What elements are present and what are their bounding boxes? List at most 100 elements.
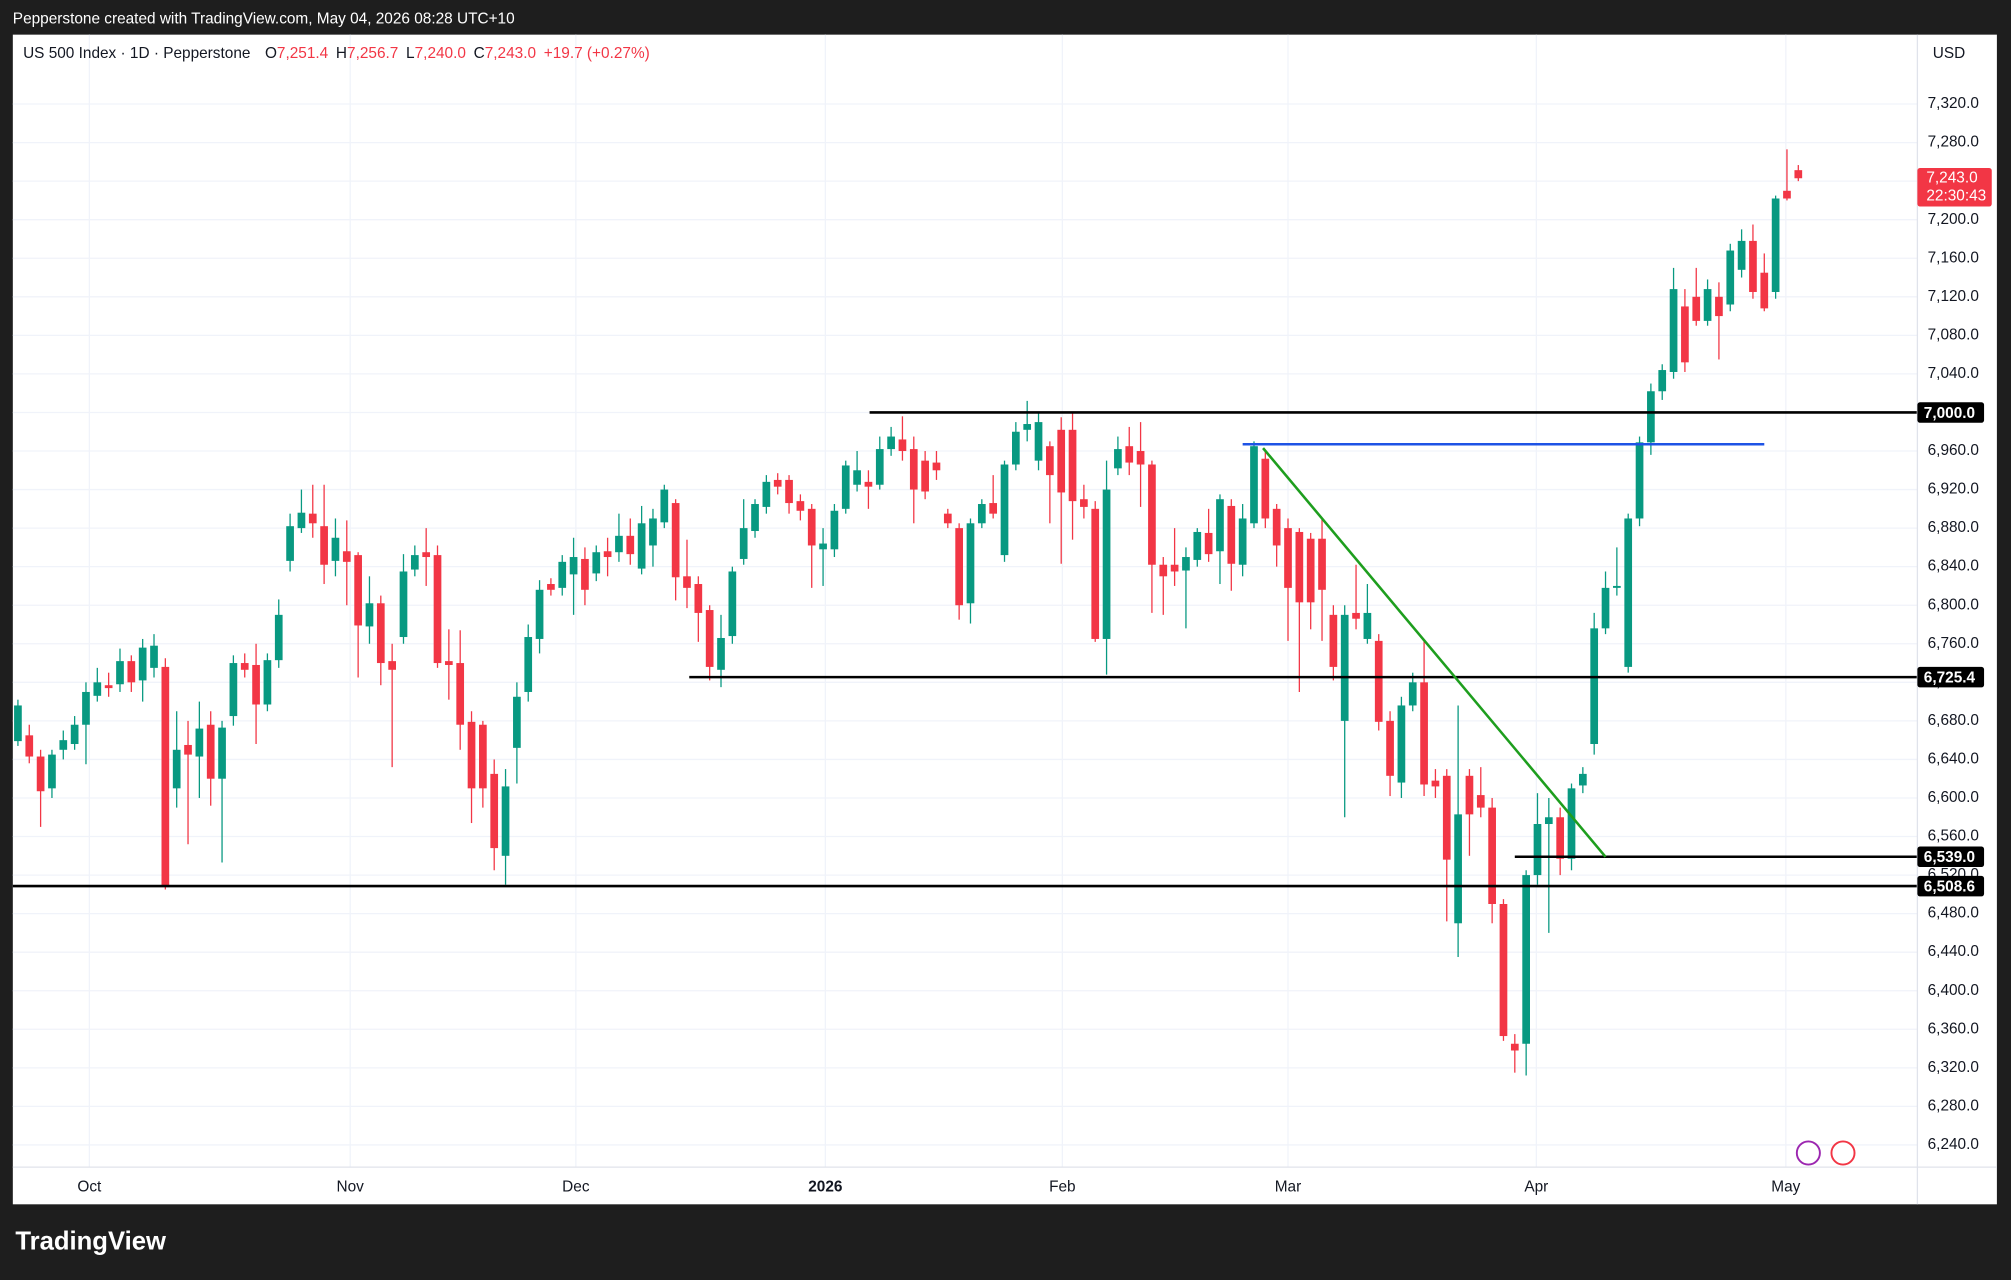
candle-body [615, 535, 623, 553]
candle-body [1284, 528, 1292, 588]
candle-body [1556, 817, 1565, 859]
candle-body [592, 552, 601, 574]
candle-body [1102, 489, 1111, 639]
y-tick-label: 7,320.0 [1928, 95, 1979, 112]
y-tick-label: 6,400.0 [1928, 982, 1979, 999]
candle-body [1658, 370, 1667, 392]
candle-body [1431, 780, 1440, 787]
candle-body [1760, 272, 1769, 309]
candle-body [286, 526, 294, 561]
candle-body [603, 551, 612, 558]
candle-body [1613, 585, 1621, 588]
candle-body [524, 637, 533, 692]
candle-body [479, 724, 487, 789]
candle-body [1465, 775, 1474, 815]
candle-body [1601, 587, 1610, 629]
candle-body [1340, 614, 1349, 721]
candle-body [864, 481, 873, 487]
candle-body [1737, 240, 1746, 270]
candle-body [1567, 788, 1576, 859]
candle-body [1715, 296, 1723, 317]
candle-body [955, 528, 963, 606]
candle-body [1352, 612, 1360, 619]
candle-body [1590, 628, 1599, 745]
y-tick-label: 6,640.0 [1928, 750, 1979, 767]
candle-body [410, 555, 419, 570]
candle-body [1318, 538, 1326, 590]
candle-body [1114, 449, 1122, 469]
candle-body [354, 555, 362, 626]
event-icon[interactable] [1795, 1140, 1821, 1166]
candle-body [445, 661, 453, 665]
legend-ohlc: O7,251.4 H7,256.7 L7,240.0 C7,243.0 +19.7 (+… [265, 45, 650, 62]
candle-body [297, 512, 306, 529]
y-tick-label: 6,840.0 [1928, 558, 1979, 575]
candle-body [116, 661, 124, 685]
candle-body [399, 571, 408, 638]
y-tick-label: 6,920.0 [1928, 481, 1979, 498]
candle-body [1794, 170, 1803, 179]
candle-body [1692, 296, 1701, 321]
legend-value: 7,251.4 [277, 45, 329, 62]
candle-body [1091, 508, 1100, 639]
candle-body [320, 526, 328, 565]
candle-body [274, 614, 283, 661]
candle-body [807, 508, 816, 546]
trendline [1262, 447, 1607, 858]
candle-body [1057, 429, 1066, 493]
candle-body [875, 449, 884, 485]
header: Pepperstone created with TradingView.com… [13, 10, 515, 27]
candle-body [1193, 531, 1202, 560]
candle-body [422, 552, 431, 558]
event-icon[interactable] [1830, 1140, 1856, 1166]
candle-body [1000, 464, 1009, 556]
candle-body [762, 481, 771, 507]
candle-body [252, 664, 260, 705]
grid [12, 34, 1918, 1168]
candle-body [59, 740, 68, 750]
candle-body [1533, 824, 1542, 876]
candle-body [1420, 682, 1428, 785]
candle-body [921, 460, 929, 492]
candle-body [1749, 240, 1757, 292]
y-tick-label: 7,120.0 [1928, 288, 1979, 305]
x-tick-label: Apr [1524, 1179, 1548, 1196]
candle-body [25, 735, 34, 757]
candle-body [1125, 446, 1134, 463]
candle-body [705, 610, 714, 667]
candle-body [1148, 464, 1156, 565]
legend-change: +19.7 (+0.27%) [544, 45, 650, 62]
candle-body [1295, 531, 1304, 603]
candle-body [1170, 564, 1179, 572]
candle-body [1182, 557, 1190, 571]
candle-body [1216, 499, 1224, 552]
x-tick-label: Nov [337, 1179, 365, 1196]
candle-body [1374, 640, 1383, 722]
candle-body [150, 645, 158, 668]
y-tick-label: 7,280.0 [1928, 134, 1979, 151]
y-tick-label: 6,680.0 [1928, 712, 1979, 729]
candle-body [1068, 429, 1077, 502]
candle-body [932, 462, 941, 471]
candle-body [138, 647, 147, 681]
level-label: 6,539.0 [1924, 849, 1975, 866]
level-label-box [1917, 402, 1985, 423]
candle-body [887, 436, 895, 450]
candle-body [93, 682, 102, 696]
candle-body [467, 721, 476, 789]
level-label: 6,508.6 [1924, 878, 1975, 895]
last-price-label: 7,243.0 [1926, 169, 1977, 186]
candle-body [1034, 422, 1043, 461]
y-tick-label: 6,760.0 [1928, 635, 1979, 652]
candle-body [717, 637, 725, 670]
candle-body [376, 603, 385, 664]
level-label-box [1917, 666, 1985, 688]
candle-body [1261, 458, 1270, 519]
candle-body [728, 571, 737, 637]
y-tick-label: 6,240.0 [1928, 1136, 1979, 1153]
candle-body [218, 727, 226, 779]
y-tick-label: 6,960.0 [1928, 442, 1979, 459]
legend: US 500 Index · 1D · Pepperstone O7,251.4… [23, 45, 650, 62]
candle-body [70, 724, 79, 745]
